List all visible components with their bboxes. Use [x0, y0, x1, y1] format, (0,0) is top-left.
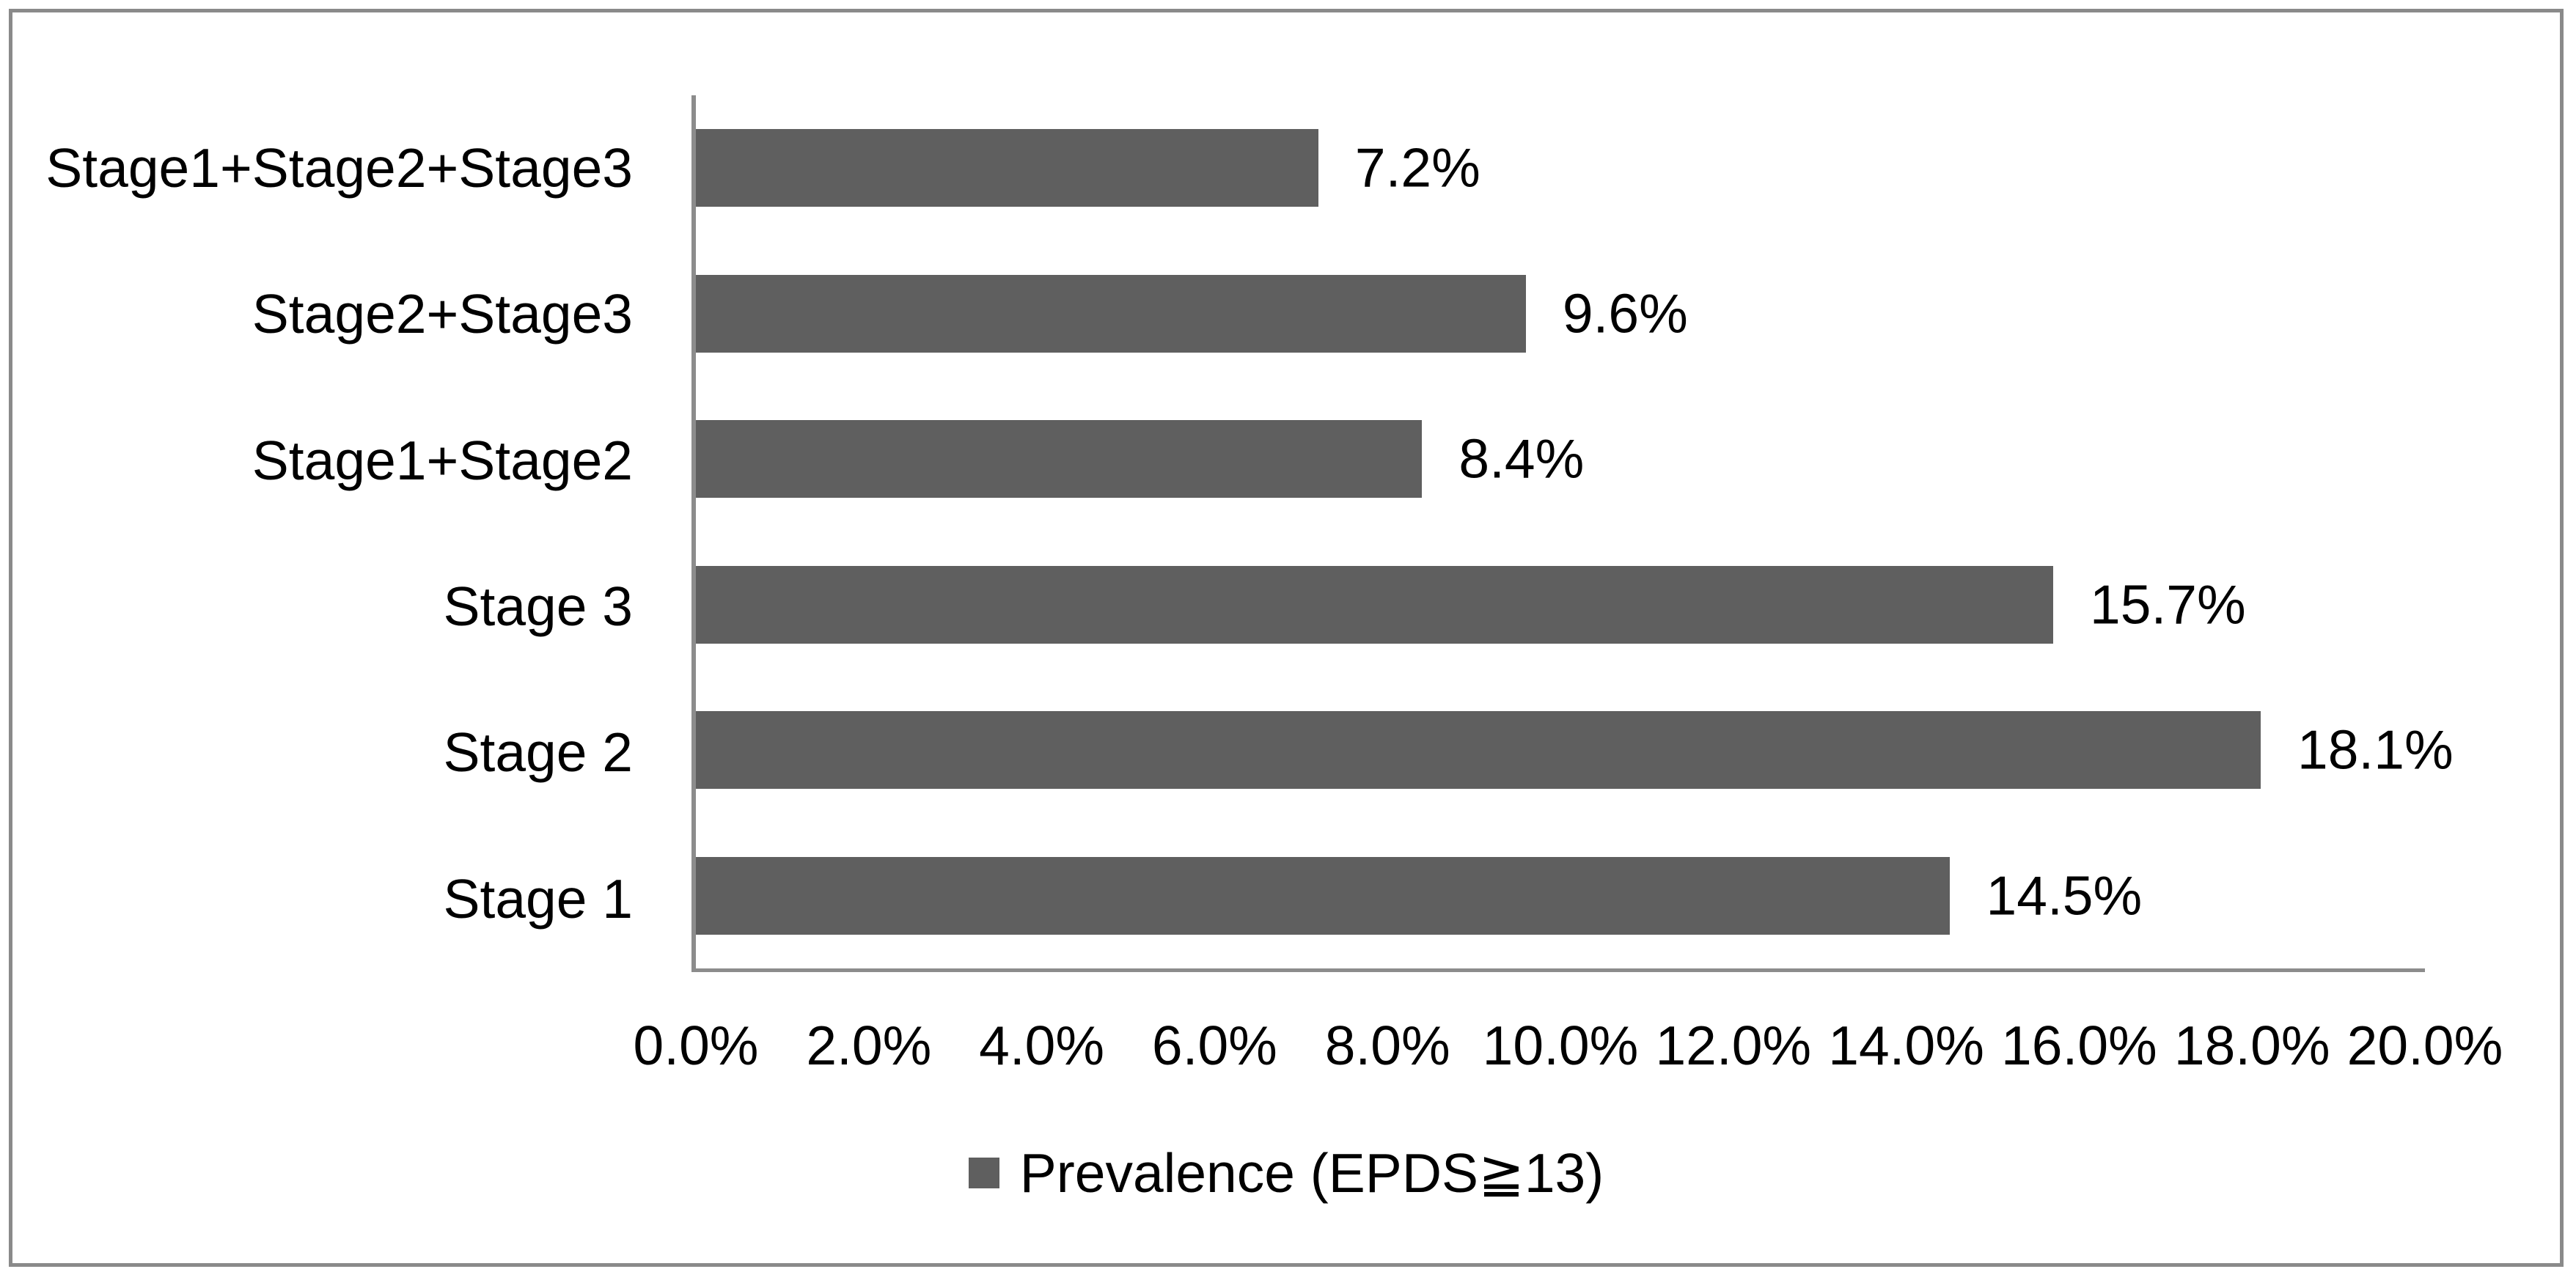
x-tick-label: 2.0%	[806, 1015, 932, 1076]
category-label: Stage 2	[443, 721, 633, 784]
category-label: Stage2+Stage3	[252, 283, 633, 345]
category-label: Stage 1	[443, 867, 633, 930]
y-axis-category-labels: Stage1+Stage2+Stage3 Stage2+Stage3 Stage1+…	[12, 95, 633, 972]
x-tick-label: 8.0%	[1324, 1015, 1450, 1076]
category-label: Stage1+Stage2	[252, 429, 633, 491]
x-tick-label: 4.0%	[979, 1015, 1105, 1076]
x-tick-label: 12.0%	[1655, 1015, 1812, 1076]
data-label: 9.6%	[1562, 282, 1688, 345]
data-label: 7.2%	[1354, 136, 1480, 199]
x-tick-label: 14.0%	[1828, 1015, 1984, 1076]
bar	[696, 565, 2054, 644]
bar-row: 15.7%	[696, 532, 2425, 678]
bar-row: 8.4%	[696, 386, 2425, 532]
bar	[696, 711, 2261, 790]
x-tick-label: 18.0%	[2173, 1015, 2330, 1076]
bar-row: 18.1%	[696, 677, 2454, 823]
bar-series: 7.2% 9.6% 8.4% 15.7% 18.1% 14.5%	[696, 95, 2454, 969]
data-label: 8.4%	[1458, 427, 1585, 490]
x-tick-label: 0.0%	[633, 1015, 759, 1076]
x-axis-tick-labels: 0.0% 2.0% 4.0% 6.0% 8.0% 10.0% 12.0% 14.0% 16.0%…	[634, 1015, 2503, 1092]
x-tick-label: 16.0%	[2001, 1015, 2157, 1076]
bar	[696, 420, 1423, 499]
x-tick-label: 6.0%	[1151, 1015, 1277, 1076]
bar	[696, 856, 1950, 935]
x-tick-label: 20.0%	[2346, 1015, 2503, 1076]
bar	[696, 129, 1318, 207]
bar	[696, 274, 1526, 353]
bar-row: 14.5%	[696, 823, 2425, 969]
data-label: 14.5%	[1986, 864, 2143, 927]
category-label: Stage1+Stage2+Stage3	[45, 137, 633, 199]
plot-area: 7.2% 9.6% 8.4% 15.7% 18.1% 14.5%	[691, 95, 2454, 972]
bar-row: 9.6%	[696, 241, 2425, 387]
data-label: 18.1%	[2297, 718, 2454, 781]
chart-frame: Stage1+Stage2+Stage3 Stage2+Stage3 Stage1+…	[9, 9, 2564, 1267]
legend: Prevalence (EPDS≧13)	[12, 1140, 2560, 1206]
x-tick-label: 10.0%	[1482, 1015, 1639, 1076]
bar-row: 7.2%	[696, 95, 2425, 241]
category-label: Stage 3	[443, 575, 633, 638]
legend-label: Prevalence (EPDS≧13)	[1019, 1142, 1604, 1204]
data-label: 15.7%	[2090, 573, 2246, 636]
legend-marker-square-icon	[968, 1158, 999, 1188]
